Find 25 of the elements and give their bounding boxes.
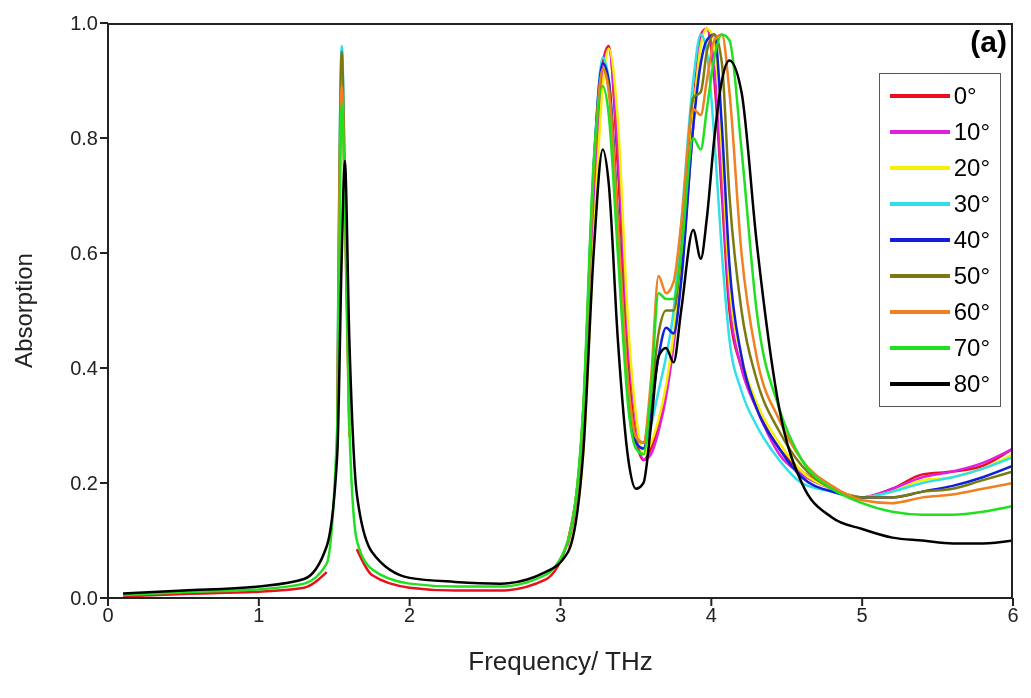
x-tick-label: 6	[1007, 604, 1019, 627]
legend-label: 70°	[953, 334, 990, 362]
x-tick-label: 0	[102, 604, 114, 627]
legend-label: 0°	[953, 82, 977, 110]
legend-label: 60°	[953, 298, 990, 326]
legend-label: 40°	[953, 226, 990, 254]
x-tick-label: 5	[856, 604, 868, 627]
legend-label: 80°	[953, 370, 990, 398]
y-axis-title: Absorption	[9, 253, 37, 368]
y-tick-label: 0.2	[70, 472, 98, 495]
y-tick-label: 0.0	[70, 587, 98, 610]
x-tick-label: 2	[404, 604, 416, 627]
x-tick-label: 1	[253, 604, 265, 627]
y-tick-label: 0.4	[70, 357, 98, 380]
legend-label: 50°	[953, 262, 990, 290]
legend-label: 20°	[953, 154, 990, 182]
x-axis-title: Frequency/ THz	[468, 646, 653, 676]
x-tick-label: 4	[705, 604, 717, 627]
y-tick-label: 0.6	[70, 242, 98, 265]
y-tick-label: 0.8	[70, 127, 98, 150]
legend-label: 10°	[953, 118, 990, 146]
y-tick-label: 1.0	[70, 12, 98, 35]
annotation: (a)	[970, 25, 1007, 59]
x-tick-label: 3	[554, 604, 567, 627]
legend-label: 30°	[953, 190, 990, 218]
